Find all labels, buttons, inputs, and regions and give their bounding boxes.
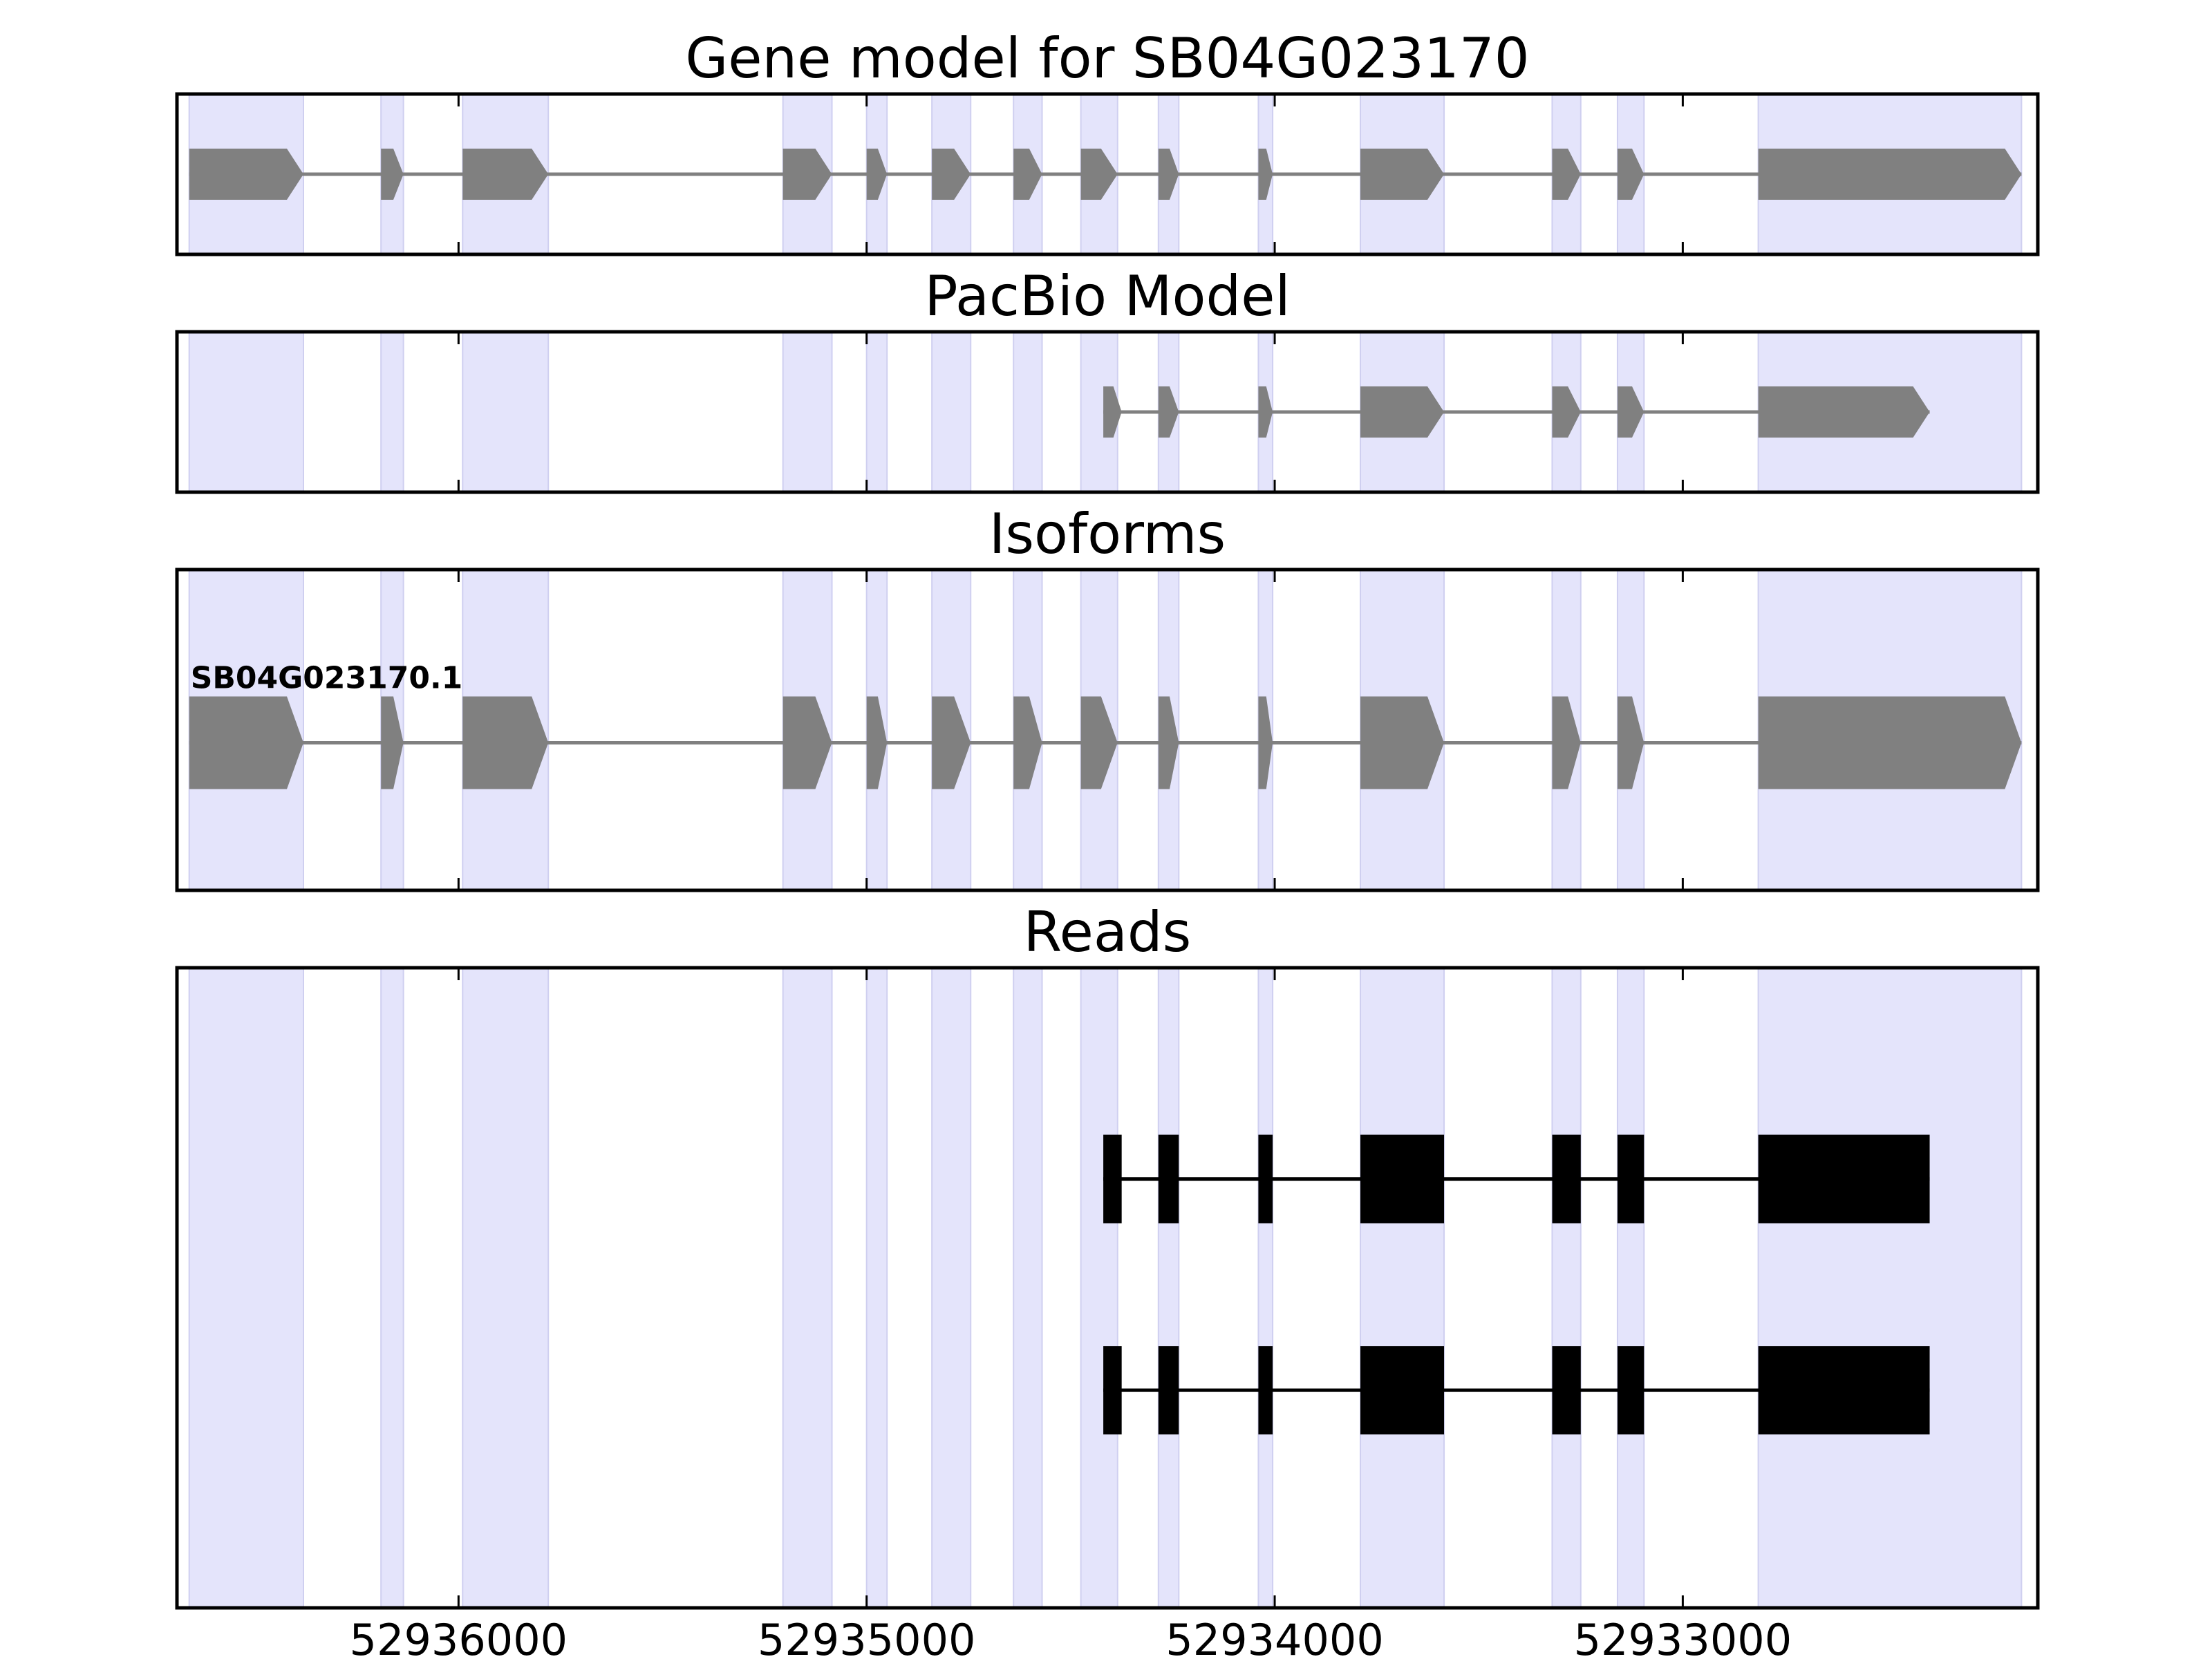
exon-arrow	[1758, 696, 2022, 789]
panel-2: Isoforms SB04G023170.1	[175, 502, 2040, 892]
exon-arrow	[1080, 696, 1118, 789]
exon-highlight-band	[380, 967, 404, 1609]
exon-arrow	[1013, 696, 1042, 789]
exon-arrow	[1360, 696, 1445, 789]
panel-0: Gene model for SB04G023170	[175, 26, 2040, 256]
exon-arrow	[866, 696, 888, 789]
exon-highlight-band	[1013, 331, 1043, 493]
exon-highlight-band	[1257, 967, 1274, 1609]
exon-highlight-band	[462, 331, 550, 493]
x-tick-label: 52933000	[1574, 1615, 1792, 1659]
isoform-label: SB04G023170.1	[191, 661, 463, 696]
exon-arrow	[1158, 696, 1179, 789]
read-block	[1360, 1134, 1445, 1224]
panel-1: PacBio Model	[175, 264, 2040, 494]
exon-arrow	[782, 696, 832, 789]
read-block	[1758, 1134, 1930, 1224]
exon-highlight-band	[1157, 967, 1180, 1609]
exon-arrow	[462, 149, 549, 200]
exon-highlight-band	[188, 967, 305, 1609]
panel-title: PacBio Model	[924, 264, 1290, 328]
read-block	[1552, 1346, 1581, 1435]
exon-highlight-band	[782, 967, 833, 1609]
read-block	[1617, 1134, 1644, 1224]
exon-arrow	[1360, 149, 1445, 200]
x-tick-label: 52935000	[758, 1615, 976, 1659]
exon-arrow	[1758, 149, 2022, 200]
exon-arrow	[1103, 386, 1122, 438]
read-block	[1360, 1346, 1445, 1435]
panel-3: Reads	[175, 900, 2040, 1610]
exon-highlight-band	[1080, 967, 1118, 1609]
exon-arrow	[381, 696, 404, 789]
panel-frame	[175, 568, 2040, 892]
exon-highlight-band	[1360, 967, 1445, 1609]
exon-arrow	[1013, 149, 1042, 200]
panel-title: Reads	[1024, 900, 1192, 964]
exon-highlight-band	[462, 967, 550, 1609]
exon-highlight-band	[1551, 967, 1582, 1609]
read-block	[1103, 1134, 1122, 1224]
exon-arrow	[381, 149, 404, 200]
exon-arrow	[1617, 386, 1644, 438]
panel-title: Gene model for SB04G023170	[685, 26, 1529, 91]
read-block	[1617, 1346, 1644, 1435]
exon-arrow	[782, 149, 832, 200]
exon-arrow	[1258, 696, 1273, 789]
exon-arrow	[1360, 386, 1445, 438]
read-block	[1158, 1134, 1179, 1224]
exon-arrow	[866, 149, 888, 200]
exon-highlight-band	[931, 967, 972, 1609]
exon-highlight-band	[380, 331, 404, 493]
exon-arrow	[189, 696, 304, 789]
exon-arrow	[1552, 386, 1581, 438]
read-block	[1103, 1346, 1122, 1435]
exon-highlight-band	[1013, 967, 1043, 1609]
exon-arrow	[1258, 386, 1273, 438]
exon-highlight-band	[931, 331, 972, 493]
read-block	[1158, 1346, 1179, 1435]
exon-arrow	[1617, 696, 1644, 789]
exon-arrow	[1758, 386, 1930, 438]
exon-highlight-band	[782, 331, 833, 493]
exon-highlight-band	[188, 331, 305, 493]
exon-arrow	[462, 696, 549, 789]
exon-arrow	[932, 696, 971, 789]
exon-arrow	[189, 149, 304, 200]
panel-frame	[175, 92, 2040, 256]
exon-arrow	[1552, 149, 1581, 200]
exon-arrow	[1158, 386, 1179, 438]
read-block	[1758, 1346, 1930, 1435]
read-block	[1258, 1346, 1273, 1435]
exon-arrow	[932, 149, 971, 200]
panel-frame	[175, 966, 2040, 1610]
x-tick-label: 52936000	[350, 1615, 568, 1659]
panel-frame	[175, 330, 2040, 494]
read-block	[1258, 1134, 1273, 1224]
exon-arrow	[1258, 149, 1273, 200]
exon-highlight-band	[1757, 967, 2023, 1609]
panel-title: Isoforms	[989, 502, 1226, 566]
exon-arrow	[1080, 149, 1118, 200]
x-tick-label: 52934000	[1165, 1615, 1384, 1659]
exon-arrow	[1617, 149, 1644, 200]
exon-highlight-band	[865, 331, 888, 493]
exon-highlight-band	[865, 967, 888, 1609]
exon-arrow	[1552, 696, 1581, 789]
exon-highlight-band	[1616, 967, 1645, 1609]
exon-arrow	[1158, 149, 1179, 200]
read-block	[1552, 1134, 1581, 1224]
